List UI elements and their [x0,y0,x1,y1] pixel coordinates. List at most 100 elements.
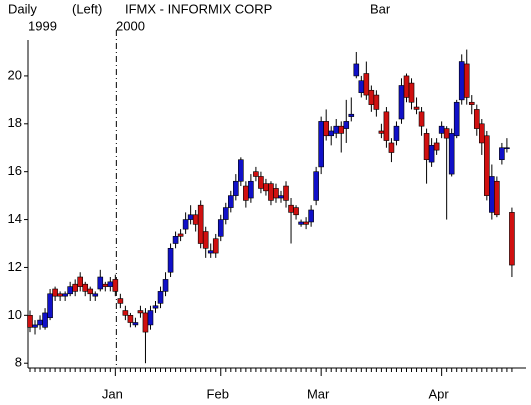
candle-body [32,324,38,328]
candle-body [333,125,340,134]
candle-body [52,288,58,297]
candle-body [72,283,78,292]
candle-body [122,310,129,316]
candle-body [468,101,475,105]
candle-body [47,293,53,319]
candle-body [368,89,375,105]
candle-body [207,250,214,254]
period-label: Daily [8,1,37,16]
candle-body [323,121,329,137]
x-tick-label: Jan [102,386,123,401]
candle-body [509,212,515,266]
candle-body [258,176,264,189]
candle-body [433,142,440,151]
candle-body [172,236,179,244]
candle-body [358,80,365,93]
candle-body [378,130,385,134]
candle-body [388,142,395,153]
candle-body [263,183,269,192]
candle-body [338,125,345,134]
candle-body [87,288,94,295]
y-tick-label: 12 [8,259,22,274]
style-label: Bar [370,1,391,16]
candle-body [117,298,124,304]
y-tick-label: 16 [8,163,22,178]
candle-body [393,125,400,141]
candle-body [268,183,274,201]
candle-body [202,231,209,249]
candle-body [142,312,149,333]
candle-body [92,293,99,297]
candle-body [273,188,279,199]
year-label: 2000 [116,18,145,33]
candle-body [217,219,224,237]
candle-body [383,111,390,141]
candle-body [147,310,154,326]
candle-body [423,133,430,161]
y-tick-label: 14 [8,211,22,226]
candle-body [42,312,48,328]
candle-body [228,195,234,208]
candle-body [489,176,495,213]
x-tick-label: Mar [307,386,330,401]
candle-body [137,310,144,314]
candle-body [288,204,294,213]
candle-body [458,61,465,101]
candle-body [233,180,239,196]
candle-body [484,135,490,196]
candle-body [283,185,289,201]
candle-body [448,133,455,175]
year-label: 1999 [28,18,57,33]
candle-body [403,75,410,98]
candle-body [418,111,425,127]
candle-body [102,283,109,287]
axis-side-label: (Left) [72,1,102,16]
candle-body [373,94,380,110]
candle-body [278,195,284,199]
candle-body [152,305,159,309]
x-tick-label: Apr [429,386,450,401]
candle-body [177,233,184,237]
candle-body [398,85,405,120]
candle-body [253,171,259,177]
candle-body [463,63,470,98]
candle-body [428,145,435,163]
candle-body [348,113,355,117]
y-tick-label: 20 [8,67,22,82]
candle-body [298,221,304,225]
candle-body [97,276,104,290]
candle-body [157,291,164,304]
candle-body [162,279,169,292]
candle-body [37,319,43,326]
candle-body [112,279,119,292]
y-tick-label: 10 [8,307,22,322]
candle-body [328,130,335,137]
chart-title: IFMX - INFORMIX CORP [125,1,272,16]
candle-body [293,207,299,216]
y-tick-label: 18 [8,115,22,130]
candle-body [167,247,174,273]
candle-body [187,214,194,220]
candle-body [494,180,500,216]
candle-body [413,106,420,110]
candle-body [313,171,319,201]
candle-body [77,276,83,287]
y-tick-label: 8 [15,355,22,370]
candle-body [182,219,189,230]
candle-body [504,147,510,150]
candle-body [453,101,460,137]
candle-body [303,221,309,225]
candle-body [62,293,68,297]
candle-body [127,315,134,323]
candle-body [107,281,114,287]
candle-body [67,286,73,295]
candle-body [499,147,505,161]
candle-body [248,180,254,199]
candle-body [197,204,204,244]
candle-body [473,109,480,129]
candle-body [238,159,244,182]
candle-body [57,293,63,297]
candle-body [438,125,445,134]
candle-body [343,121,350,129]
